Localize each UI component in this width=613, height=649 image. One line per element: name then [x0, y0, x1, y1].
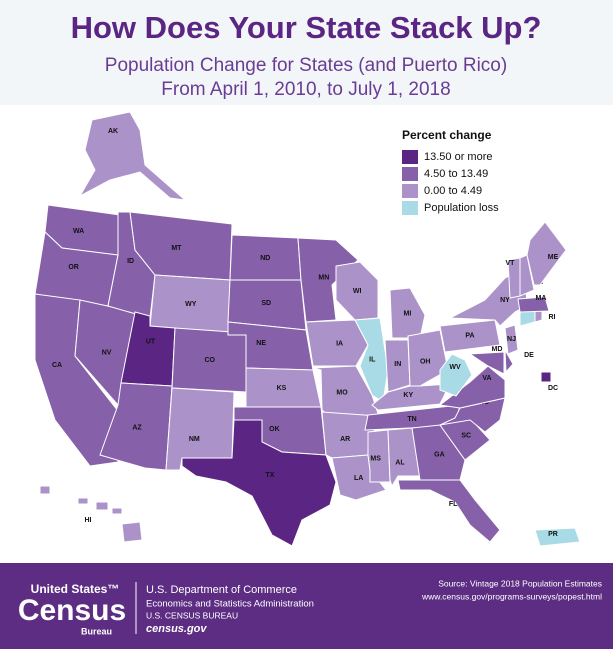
state-label: VA [482, 375, 491, 382]
state-label: LA [354, 475, 363, 482]
state-label: MN [318, 275, 329, 282]
esa: Economics and Statistics Administration [146, 599, 314, 610]
state [78, 111, 187, 201]
legend-swatch [402, 201, 418, 215]
state [389, 287, 426, 339]
state [371, 383, 451, 411]
state-label: OH [420, 358, 431, 365]
state [411, 424, 466, 481]
state-label: OR [68, 264, 79, 271]
state-label: IN [394, 361, 401, 368]
state-label: AK [108, 128, 118, 135]
state-label: ME [548, 254, 559, 261]
source: Source: Vintage 2018 Population Estimate… [438, 578, 602, 588]
state-label: MA [536, 295, 547, 302]
state-label: PR [548, 531, 558, 538]
dept: U.S. Department of Commerce [146, 584, 297, 596]
state-label: RI [549, 314, 556, 321]
state [526, 221, 567, 286]
state [439, 319, 501, 353]
site: census.gov [146, 623, 207, 635]
state-label: NY [500, 297, 510, 304]
state-label: SC [461, 433, 471, 440]
state-label: IL [369, 356, 376, 363]
state [407, 329, 449, 387]
state [504, 349, 514, 374]
bureau: U.S. CENSUS BUREAU [146, 610, 238, 620]
legend-swatch [402, 167, 418, 181]
state [181, 419, 337, 547]
state-label: PA [465, 333, 474, 340]
state-label: HI [85, 517, 92, 524]
subtitle: Population Change for States (and Puerto… [105, 55, 507, 76]
logo-bottom: Bureau [81, 626, 112, 636]
state-label: MD [492, 346, 503, 353]
footer-band [0, 563, 613, 649]
state-label: KY [403, 392, 413, 399]
state-label: KS [277, 385, 287, 392]
state [517, 296, 550, 313]
subtitle: From April 1, 2010, to July 1, 2018 [161, 79, 450, 100]
state [297, 237, 359, 323]
state-label: DE [524, 352, 534, 359]
state-label: CA [52, 362, 62, 369]
state-label: ID [127, 258, 134, 265]
state-label: WV [449, 364, 461, 371]
state-label: AL [395, 460, 405, 467]
state-label: NM [189, 436, 200, 443]
state [439, 353, 473, 397]
state [468, 351, 505, 375]
states: WA OR CA NV ID MT WY UT AZ CO NM ND SD NE KS OK TX MN IA MO… [34, 111, 581, 547]
state-label: VT [506, 260, 516, 267]
logo-main: Census [18, 594, 126, 627]
legend-title: Percent change [402, 128, 492, 142]
state-label: OK [269, 426, 280, 433]
state [519, 254, 535, 297]
state-label: IA [336, 341, 343, 348]
state-label: AR [340, 436, 350, 443]
legend-label: Population loss [424, 202, 499, 214]
state-label: WY [185, 301, 197, 308]
state [534, 527, 581, 547]
legend-swatch [402, 184, 418, 198]
source-url: www.census.gov/programs-surveys/popest.h… [421, 591, 602, 601]
legend-label: 0.00 to 4.49 [424, 185, 482, 197]
state [305, 319, 369, 367]
state-label: SD [261, 300, 271, 307]
state [540, 371, 552, 383]
state-label: FL [449, 501, 458, 508]
state [397, 479, 501, 543]
state-label: WI [353, 288, 362, 295]
state-label: NV [102, 349, 112, 356]
state-label: MT [171, 245, 182, 252]
state-label: MO [336, 389, 348, 396]
logo-top: United States™ [31, 582, 120, 596]
state-label: MS [370, 455, 381, 462]
state-label: GA [434, 451, 445, 458]
state [438, 365, 506, 409]
title: How Does Your State Stack Up? [71, 10, 542, 45]
state-label: CO [205, 357, 216, 364]
state-label: TN [407, 416, 416, 423]
state [504, 324, 519, 355]
state-label: ND [260, 255, 270, 262]
state-label: AZ [132, 425, 142, 432]
state-label: NE [256, 340, 266, 347]
state-label: WA [73, 228, 84, 235]
state-label: DC [548, 385, 558, 392]
state [354, 317, 389, 403]
state-label: UT [146, 339, 156, 346]
state [39, 485, 143, 543]
state-label: NJ [507, 336, 516, 343]
legend-label: 4.50 to 13.49 [424, 168, 488, 180]
legend-swatch [402, 150, 418, 164]
state-label: MI [404, 311, 412, 318]
header-background [0, 0, 613, 105]
state-label: TX [266, 472, 275, 479]
legend-label: 13.50 or more [424, 151, 492, 163]
